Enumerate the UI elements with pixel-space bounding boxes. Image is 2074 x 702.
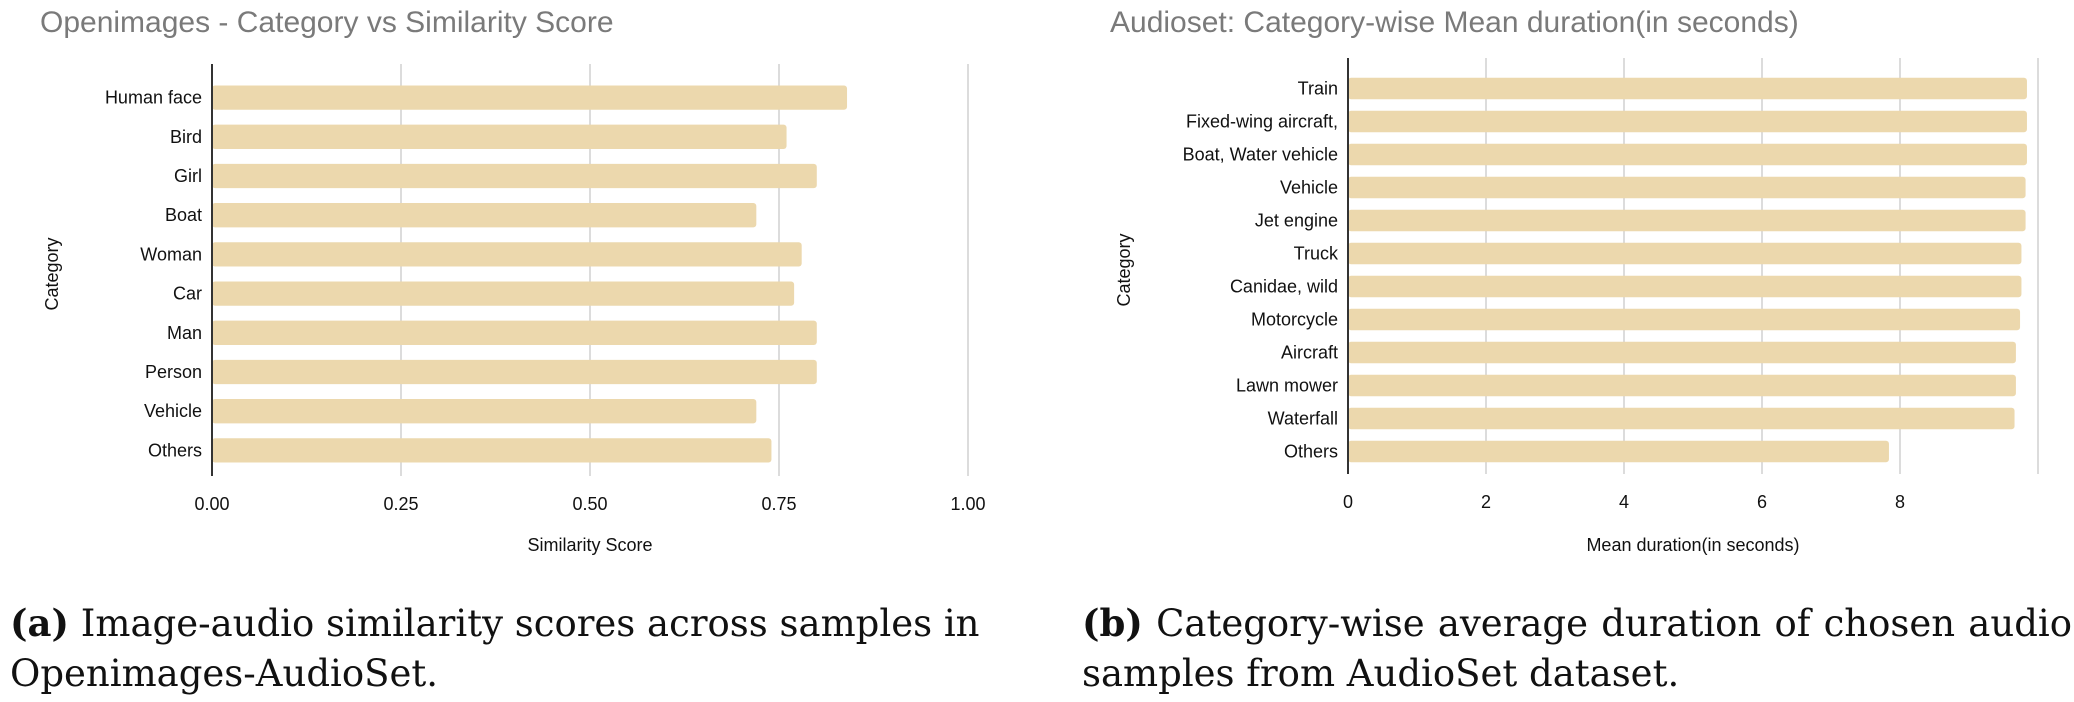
bar — [1348, 407, 2015, 430]
category-label: Human face — [105, 88, 202, 108]
category-label: Fixed-wing aircraft, — [1186, 112, 1338, 132]
bar — [1348, 374, 2016, 397]
category-label: Aircraft — [1281, 343, 1338, 363]
bar — [1348, 308, 2021, 331]
bar — [212, 438, 772, 463]
category-label: Waterfall — [1268, 409, 1338, 429]
figure-caption: (b) Category-wise average duration of ch… — [1082, 598, 2072, 699]
x-tick-label: 0.00 — [194, 494, 229, 514]
x-tick-label: 4 — [1619, 492, 1629, 512]
category-label: Person — [145, 362, 202, 382]
bar-chart-a: Human face Bird Girl Boat Woman Car Man Person V… — [42, 64, 986, 555]
bar — [212, 203, 757, 228]
bar-chart-b: Train Fixed-wing aircraft, Boat, Water veh… — [1114, 58, 2039, 555]
category-label: Woman — [140, 244, 202, 264]
bar — [1348, 176, 2026, 199]
x-tick-label: 0.75 — [761, 494, 796, 514]
bar — [1348, 143, 2027, 166]
x-tick-label: 2 — [1481, 492, 1491, 512]
x-axis-title: Mean duration(in seconds) — [1586, 535, 1799, 555]
x-axis-title: Similarity Score — [527, 535, 652, 555]
bar — [212, 85, 848, 110]
category-label: Jet engine — [1255, 211, 1338, 231]
caption-text: Category-wise average duration of chosen… — [1082, 602, 2072, 695]
y-axis-title: Category — [42, 237, 62, 310]
category-label: Man — [167, 323, 202, 343]
bar — [212, 124, 787, 149]
bar — [1348, 242, 2022, 265]
x-tick-label: 8 — [1895, 492, 1905, 512]
category-label: Boat — [165, 205, 202, 225]
bar — [1348, 341, 2016, 364]
category-label: Others — [1284, 442, 1338, 462]
category-label: Lawn mower — [1236, 376, 1338, 396]
bar — [1348, 209, 2026, 232]
bar — [212, 163, 817, 189]
bar — [212, 359, 817, 385]
bar — [1348, 110, 2027, 133]
category-label: Others — [148, 440, 202, 460]
x-tick-label: 0.25 — [383, 494, 418, 514]
bar — [1348, 275, 2022, 298]
caption-text: Image-audio similarity scores across sam… — [10, 602, 980, 695]
x-tick-label: 6 — [1757, 492, 1767, 512]
category-label: Bird — [170, 127, 202, 147]
category-label: Vehicle — [144, 401, 202, 421]
category-label: Truck — [1294, 244, 1339, 264]
bar — [212, 399, 757, 424]
caption-label: (b) — [1082, 601, 1143, 645]
chart-panel-a: Openimages - Category vs Similarity Scor… — [10, 6, 1010, 699]
x-tick-label: 0.50 — [572, 494, 607, 514]
bar — [212, 281, 795, 306]
category-label: Train — [1298, 79, 1338, 99]
caption-label: (a) — [10, 601, 69, 645]
chart-title: Openimages - Category vs Similarity Scor… — [40, 6, 614, 39]
x-tick-label: 1.00 — [950, 494, 985, 514]
bar — [1348, 77, 2027, 100]
figure-caption: (a) Image-audio similarity scores across… — [10, 598, 1010, 699]
category-label: Boat, Water vehicle — [1183, 145, 1338, 165]
category-label: Canidae, wild — [1230, 277, 1338, 297]
x-tick-label: 0 — [1343, 492, 1353, 512]
category-label: Car — [173, 284, 202, 304]
category-label: Girl — [174, 166, 202, 186]
bar — [212, 242, 802, 267]
category-label: Motorcycle — [1251, 310, 1338, 330]
bar — [1348, 440, 1889, 463]
category-label: Vehicle — [1280, 178, 1338, 198]
bar — [212, 320, 817, 345]
y-axis-title: Category — [1114, 233, 1134, 306]
chart-panel-b: Audioset: Category-wise Mean duration(in… — [1070, 0, 2074, 702]
chart-title: Audioset: Category-wise Mean duration(in… — [1110, 6, 1799, 39]
